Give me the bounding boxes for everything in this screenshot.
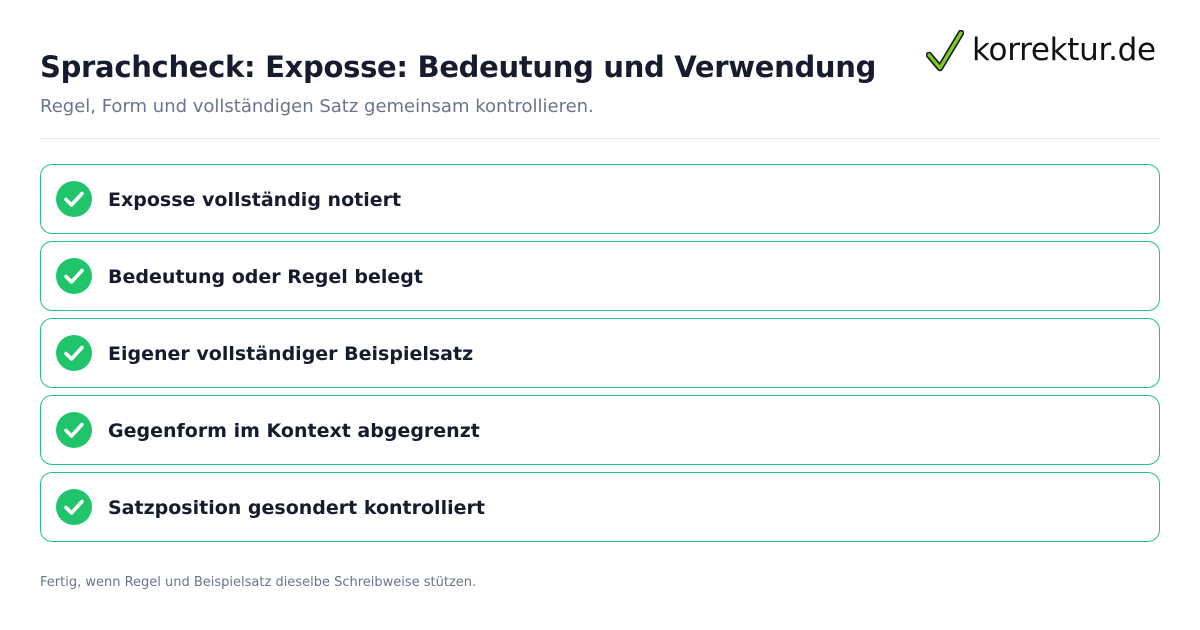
checklist-item-label: Eigener vollständiger Beispielsatz: [108, 343, 474, 365]
checkmark-icon: [926, 30, 964, 72]
checklist-item-label: Exposse vollständig notiert: [108, 189, 402, 211]
checklist-item: Eigener vollständiger Beispielsatz: [40, 318, 1160, 388]
page-title: Sprachcheck: Exposse: Bedeutung und Verw…: [40, 50, 877, 84]
check-circle-icon: [56, 181, 92, 217]
check-circle-icon: [56, 258, 92, 294]
checklist: Exposse vollständig notiert Bedeutung od…: [40, 164, 1160, 549]
check-circle-icon: [56, 412, 92, 448]
checklist-item-label: Bedeutung oder Regel belegt: [108, 266, 423, 288]
checklist-item-label: Gegenform im Kontext abgegrenzt: [108, 420, 480, 442]
logo-wordmark: korrektur.de: [972, 32, 1156, 68]
header-divider: [40, 138, 1160, 139]
checklist-item: Gegenform im Kontext abgegrenzt: [40, 395, 1160, 465]
check-circle-icon: [56, 335, 92, 371]
page-subtitle: Regel, Form und vollständigen Satz gemei…: [40, 96, 594, 117]
checklist-item: Satzposition gesondert kontrolliert: [40, 472, 1160, 542]
check-circle-icon: [56, 489, 92, 525]
footer-note: Fertig, wenn Regel und Beispielsatz dies…: [40, 575, 477, 590]
checklist-item: Exposse vollständig notiert: [40, 164, 1160, 234]
brand-logo: korrektur.de: [926, 28, 1166, 76]
checklist-item-label: Satzposition gesondert kontrolliert: [108, 497, 485, 519]
checklist-item: Bedeutung oder Regel belegt: [40, 241, 1160, 311]
